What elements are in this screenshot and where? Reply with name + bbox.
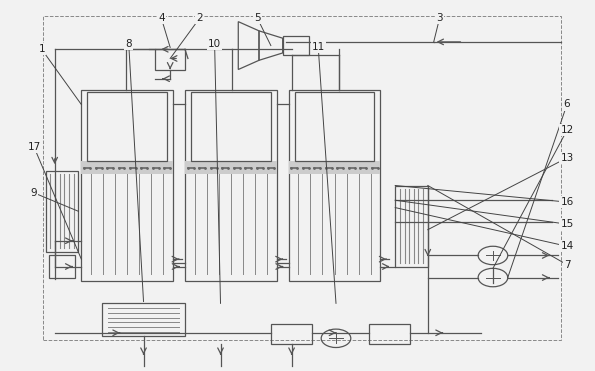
Bar	[155, 49, 185, 69]
Bar	[395, 186, 428, 266]
Text: 12: 12	[560, 125, 574, 135]
Text: 10: 10	[208, 39, 221, 49]
Text: 16: 16	[560, 197, 574, 207]
Bar	[87, 92, 167, 161]
Text: 4: 4	[158, 13, 165, 23]
Text: 1: 1	[38, 44, 45, 54]
Bar	[289, 161, 380, 174]
Text: 13: 13	[560, 153, 574, 163]
Text: 5: 5	[254, 13, 261, 23]
Text: 14: 14	[560, 241, 574, 251]
Bar	[283, 36, 309, 55]
Bar	[289, 90, 380, 281]
Text: 9: 9	[31, 188, 37, 198]
Bar	[368, 324, 410, 344]
Bar	[82, 90, 173, 281]
Text: 15: 15	[560, 219, 574, 229]
Bar	[185, 90, 277, 281]
Bar	[49, 256, 76, 278]
Text: 11: 11	[312, 42, 325, 52]
Bar	[295, 92, 374, 161]
Bar	[271, 324, 312, 344]
Bar	[102, 303, 185, 336]
Bar	[191, 92, 271, 161]
Text: 6: 6	[563, 99, 570, 109]
Text: 8: 8	[126, 39, 132, 49]
Text: 3: 3	[436, 13, 443, 23]
Text: 7: 7	[563, 260, 570, 270]
Text: 17: 17	[27, 142, 40, 152]
Bar	[46, 171, 79, 252]
Bar	[185, 161, 277, 174]
Text: 2: 2	[196, 13, 203, 23]
Bar	[82, 161, 173, 174]
Bar	[43, 16, 561, 340]
